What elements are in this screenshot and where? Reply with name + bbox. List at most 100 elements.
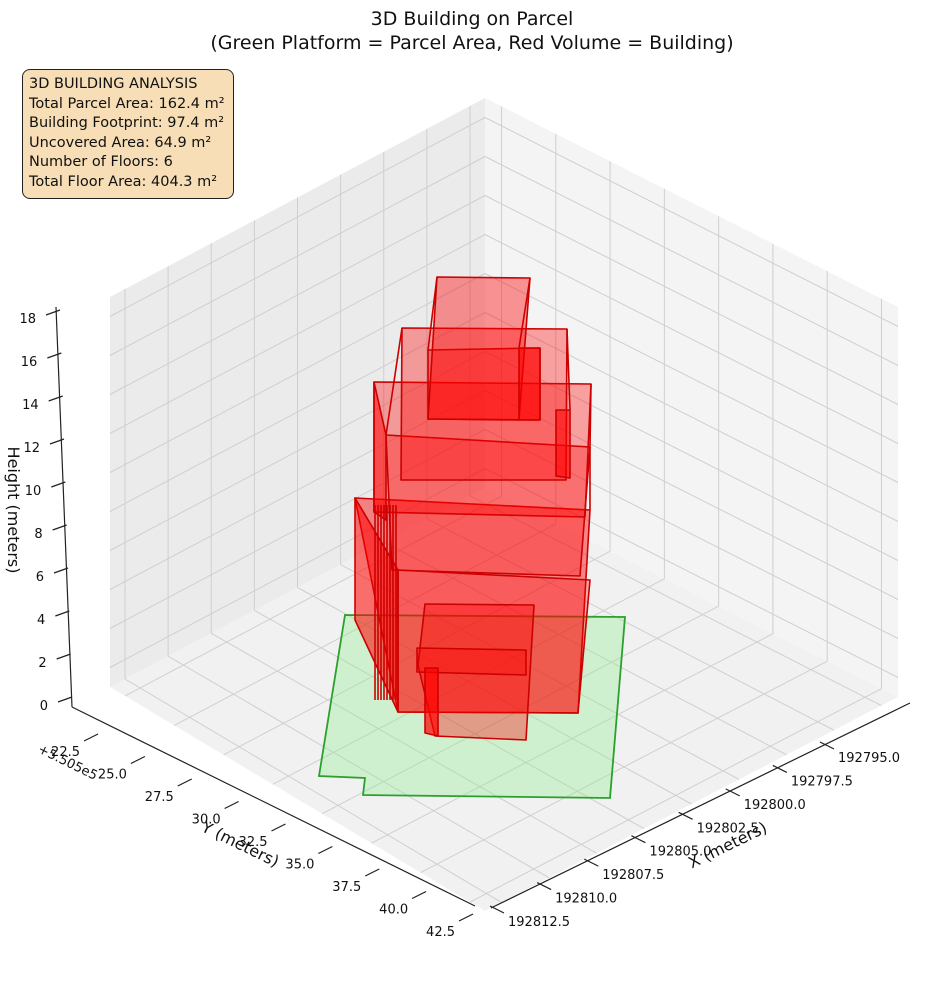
roof-edge-right: [518, 277, 531, 349]
grid-z: [109, 155, 899, 366]
axis-lines: [45, 306, 911, 922]
grid-y-floor: [426, 518, 835, 731]
x-tick-mark: [489, 905, 505, 914]
z-tick-label: 10: [25, 484, 42, 499]
grid-y-floor: [469, 495, 882, 707]
roof-edge-left: [427, 276, 438, 351]
y-tick-mark: [177, 778, 193, 787]
grid-z: [109, 233, 899, 444]
floor-block-1-front: [397, 569, 591, 714]
x-tick-label: 192797.5: [791, 774, 853, 789]
x-tick-mark: [819, 741, 835, 750]
info-footprint: Building Footprint: 97.4 m²: [29, 115, 225, 132]
y-tick-label: 22.5: [51, 745, 80, 760]
front-block: [417, 603, 535, 741]
x-tick-mark: [772, 764, 788, 773]
grid-z: [109, 116, 899, 327]
x-tick-label: 192800.0: [744, 798, 806, 813]
x-tick-label: 192810.0: [555, 892, 617, 907]
y-tick-label: 37.5: [332, 880, 361, 895]
x-tick-mark: [678, 811, 693, 820]
z-tick-label: 4: [37, 613, 45, 628]
x-tick-mark: [584, 858, 599, 867]
z-tick-label: 14: [22, 398, 39, 413]
y-axis-line: [71, 706, 476, 907]
z-tick-mark: [57, 696, 73, 703]
z-tick-label: 18: [19, 312, 36, 327]
grid-y-floor: [211, 632, 597, 854]
z-tick-mark: [56, 653, 71, 660]
y-tick-label: 35.0: [285, 858, 314, 873]
grid-y-floor: [383, 541, 787, 756]
y-tick-mark: [130, 755, 146, 765]
z-tick-mark: [51, 481, 66, 488]
grid-z: [109, 194, 899, 405]
y-tick-mark: [411, 890, 427, 900]
z-axis-label: Height (meters): [4, 447, 23, 574]
x-tick-mark: [536, 882, 552, 891]
z-tick-label: 16: [21, 355, 38, 370]
y-axis-label: Y (meters): [198, 817, 283, 871]
floor-pane: [110, 488, 898, 911]
z-tick-mark: [53, 567, 69, 574]
tier-edge-right: [566, 328, 571, 411]
x-tick-label: 192812.5: [508, 915, 570, 930]
z-tick-label: 2: [38, 656, 46, 671]
chart-title: 3D Building on Parcel: [371, 8, 574, 30]
info-header: 3D BUILDING ANALYSIS: [29, 76, 198, 92]
z-tick-label: 0: [40, 699, 48, 714]
x-tick-label: 192807.5: [602, 868, 664, 883]
floor-block-6: [427, 276, 531, 421]
info-floors: Number of Floors: 6: [29, 154, 173, 171]
z-tick-label: 12: [23, 441, 40, 456]
z-tick-label: 8: [34, 527, 42, 542]
info-parcel-area: Total Parcel Area: 162.4 m²: [29, 95, 225, 112]
x-tick-mark: [631, 835, 646, 844]
y-tick-label: 30.0: [192, 813, 221, 828]
z-tick-mark: [45, 309, 61, 316]
chart-subtitle: (Green Platform = Parcel Area, Red Volum…: [210, 32, 733, 54]
x-tick-label: 192805.0: [649, 845, 711, 860]
floor-block-3-side: [373, 381, 387, 521]
y-tick-mark: [224, 800, 239, 810]
building-volume: [354, 276, 592, 741]
front-block-ledge: [416, 647, 527, 676]
grid-y-floor: [124, 678, 502, 903]
z-tick-mark: [52, 524, 67, 531]
y-tick-mark: [271, 823, 286, 832]
front-block-notch: [424, 667, 439, 737]
info-uncovered: Uncovered Area: 64.9 m²: [29, 134, 212, 151]
grid-z: [109, 467, 899, 678]
x-tick-mark: [725, 788, 740, 797]
analysis-info-box: 3D BUILDING ANALYSIS Total Parcel Area: …: [22, 69, 234, 199]
grid-y-floor: [340, 564, 740, 780]
z-tick-mark: [47, 352, 62, 359]
grid-y-floor: [254, 609, 645, 830]
x-tick-label: 192802.5: [697, 821, 759, 836]
grid-z: [109, 311, 899, 522]
x-axis-line: [490, 702, 911, 909]
tick-labels: 22.5 25.0 27.5 30.0 32.5 35.0 37.5 40.0 42.5 1927…: [19, 312, 900, 940]
z-tick-label: 6: [36, 570, 44, 585]
info-floor-area: Total Floor Area: 404.3 m²: [29, 173, 218, 190]
floor-block-4-notch: [555, 409, 571, 479]
y-tick-mark: [318, 845, 333, 855]
z-axis-line: [55, 306, 73, 708]
y-tick-label: 25.0: [98, 768, 127, 783]
grid-y-floor: [167, 655, 550, 879]
grid-z: [109, 389, 899, 600]
z-tick-mark: [49, 438, 65, 445]
tier-edge-far: [589, 383, 592, 510]
y-tick-mark: [458, 913, 474, 922]
y-tick-label: 42.5: [426, 925, 455, 940]
tier-edge-left: [385, 327, 403, 436]
grid-z: [109, 272, 899, 483]
grid-lines: [109, 105, 899, 903]
floor-block-5-notch: [518, 347, 541, 421]
x-tick-label: 192795.0: [838, 751, 900, 766]
y-tick-mark: [83, 733, 99, 742]
z-tick-mark: [48, 395, 63, 402]
y-tick-label: 27.5: [145, 790, 174, 805]
z-tick-mark: [55, 610, 70, 617]
